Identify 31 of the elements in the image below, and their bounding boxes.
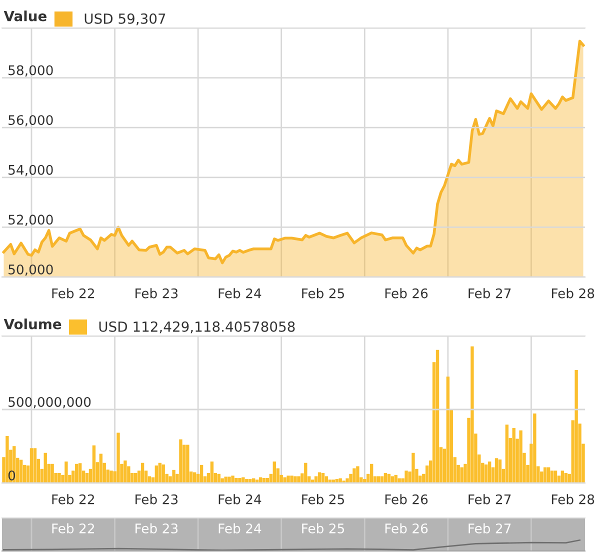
x-tick-label: Feb 28 — [552, 494, 594, 504]
x-tick-label: Feb 28 — [552, 288, 594, 298]
y-tick-label: 56,000 — [8, 115, 53, 126]
y-tick-label: 50,000 — [8, 264, 53, 276]
x-tick-label: Feb 22 — [52, 523, 94, 534]
legend-title: Volume — [4, 318, 62, 330]
x-tick-label: Feb 25 — [302, 523, 344, 534]
legend-label: USD 59,307 — [84, 13, 166, 26]
x-tick-label: Feb 26 — [385, 494, 428, 504]
x-tick-label: Feb 27 — [468, 523, 511, 534]
x-tick-label: Feb 23 — [136, 494, 178, 504]
x-tick-label: Feb 26 — [385, 523, 428, 534]
legend-label: USD 112,429,118.40578058 — [99, 321, 295, 334]
x-tick-label: Feb 27 — [468, 288, 511, 298]
x-tick-label: Feb 24 — [218, 288, 262, 298]
y-tick-label: 0 — [8, 470, 16, 480]
x-tick-label: Feb 25 — [302, 288, 344, 298]
y-tick-label: 500,000,000 — [8, 396, 91, 408]
x-tick-label: Feb 22 — [52, 494, 94, 504]
y-tick-label: 58,000 — [8, 65, 53, 77]
y-tick-label: 54,000 — [8, 164, 53, 176]
x-tick-label: Feb 24 — [218, 494, 262, 504]
x-tick-label: Feb 27 — [468, 494, 511, 504]
x-tick-label: Feb 23 — [136, 523, 178, 534]
legend-title: Value — [4, 10, 47, 22]
x-tick-label: Feb 24 — [218, 523, 262, 534]
x-tick-label: Feb 23 — [136, 288, 178, 298]
x-tick-label: Feb 25 — [302, 494, 344, 504]
x-tick-label: Feb 22 — [52, 288, 94, 298]
x-tick-label: Feb 26 — [385, 288, 428, 298]
y-tick-label: 52,000 — [8, 214, 53, 226]
